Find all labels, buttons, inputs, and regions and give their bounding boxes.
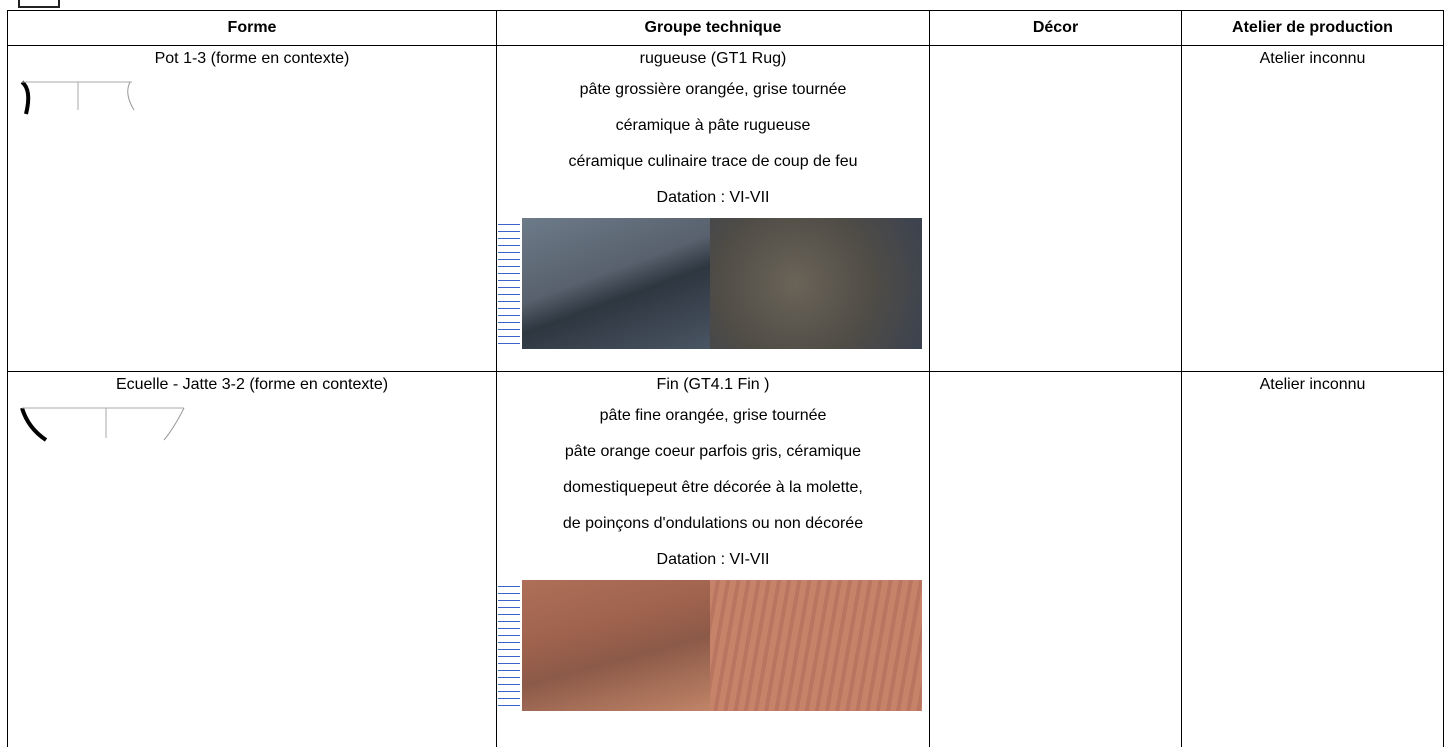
- decor-cell: [929, 371, 1182, 747]
- header-cell: Atelier de production: [1181, 10, 1444, 46]
- profile-drawing: [20, 80, 135, 115]
- atelier-cell: Atelier inconnu: [1181, 45, 1444, 372]
- photo-surface: [710, 580, 922, 711]
- header-cell: Forme: [7, 10, 497, 46]
- photo-section: [498, 218, 710, 349]
- forme-cell: Ecuelle - Jatte 3-2 (forme en contexte): [7, 371, 497, 747]
- atelier-cell: Atelier inconnu: [1181, 371, 1444, 747]
- groupe-line: pâte grossière orangée, grise tournée: [579, 81, 847, 98]
- toolbar-button[interactable]: [18, 0, 60, 8]
- groupe-line: Datation : VI-VII: [656, 189, 770, 206]
- groupe-line: Fin (GT4.1 Fin ): [656, 376, 770, 393]
- groupe-line: pâte orange coeur parfois gris, céramiqu…: [564, 443, 862, 460]
- groupe-line: céramique à pâte rugueuse: [615, 117, 811, 134]
- atelier-label: Atelier inconnu: [1259, 376, 1366, 393]
- forme-label: Ecuelle - Jatte 3-2 (forme en contexte): [115, 376, 389, 393]
- groupe-line: rugueuse (GT1 Rug): [639, 50, 787, 67]
- ceramic-table: Forme Groupe technique Décor Atelier de …: [7, 10, 1444, 747]
- groupe-line: céramique culinaire trace de coup de feu: [568, 153, 858, 170]
- forme-cell: Pot 1-3 (forme en contexte): [7, 45, 497, 372]
- groupe-line: de poinçons d'ondulations ou non décorée: [562, 515, 864, 532]
- groupe-cell: rugueuse (GT1 Rug) pâte grossière orangé…: [496, 45, 930, 372]
- sample-photos: [498, 218, 922, 349]
- groupe-line: domestiquepeut être décorée à la molette…: [563, 479, 863, 496]
- header-cell: Décor: [929, 10, 1182, 46]
- groupe-cell: Fin (GT4.1 Fin ) pâte fine orangée, gris…: [496, 371, 930, 747]
- sample-photos: [498, 580, 922, 711]
- photo-surface: [710, 218, 922, 349]
- profile-drawing: [20, 407, 185, 442]
- atelier-label: Atelier inconnu: [1259, 50, 1366, 67]
- decor-cell: [929, 45, 1182, 372]
- forme-label: Pot 1-3 (forme en contexte): [154, 50, 350, 67]
- header-cell: Groupe technique: [496, 10, 930, 46]
- groupe-line: Datation : VI-VII: [656, 551, 770, 568]
- photo-section: [498, 580, 710, 711]
- header-row: Forme Groupe technique Décor Atelier de …: [7, 10, 1444, 46]
- groupe-line: pâte fine orangée, grise tournée: [599, 407, 827, 424]
- row: Ecuelle - Jatte 3-2 (forme en contexte) …: [7, 371, 1444, 747]
- row: Pot 1-3 (forme en contexte) rugueuse (GT…: [7, 45, 1444, 372]
